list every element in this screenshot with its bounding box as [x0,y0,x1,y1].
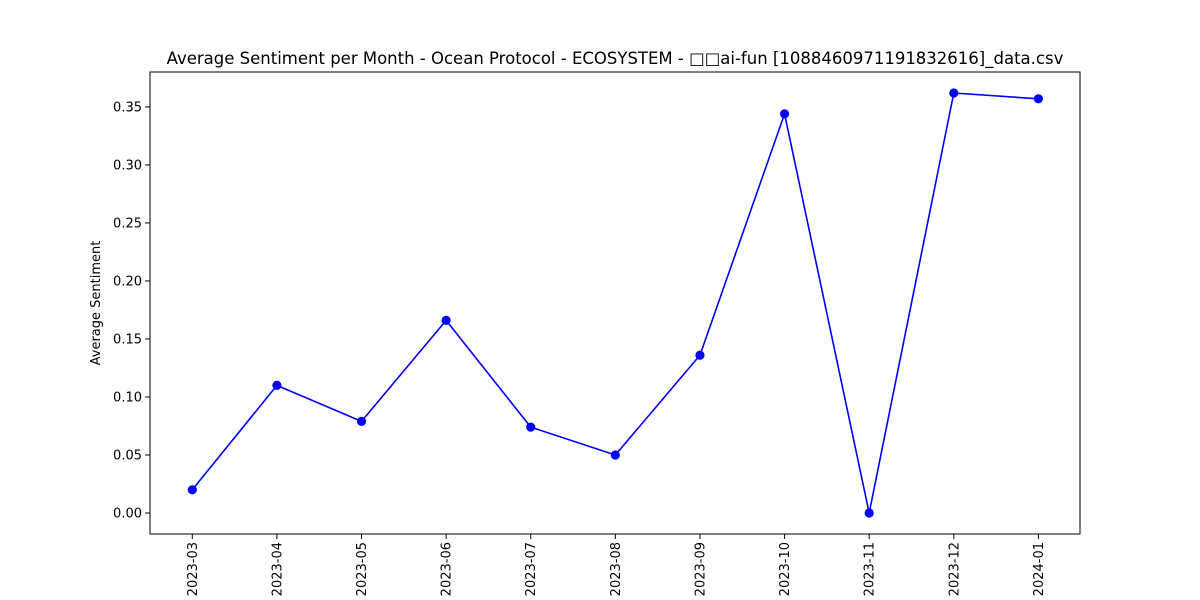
x-tick-label: 2023-09 [693,542,708,596]
y-tick-label: 0.00 [113,507,142,522]
y-tick-label: 0.20 [113,274,142,289]
x-tick-label: 2023-06 [440,542,455,596]
series-layer [187,88,1043,518]
x-tick-label: 2023-11 [863,542,878,596]
data-point [441,315,451,326]
x-tick-label: 2023-07 [524,542,539,596]
data-point [187,485,197,495]
x-tick-label: 2023-04 [270,542,285,596]
y-tick-label: 0.25 [113,216,142,231]
data-point [949,88,959,98]
data-point [695,350,705,360]
plot-frame [149,71,1081,535]
data-point [526,422,536,432]
y-tick-label: 0.35 [113,100,142,115]
y-tick-label: 0.10 [113,390,142,405]
data-point [610,450,620,460]
series-line [191,92,1039,514]
data-point [1033,94,1043,104]
y-tick-label: 0.30 [113,158,142,173]
chart-title: Average Sentiment per Month - Ocean Prot… [167,49,1064,69]
data-point [779,109,790,119]
data-point [864,508,874,518]
data-point [356,416,367,426]
x-tick-label: 2023-08 [609,542,624,596]
x-tick-label: 2023-12 [947,542,962,596]
data-point [272,380,282,390]
x-tick-label: 2023-10 [778,542,793,596]
x-tick-label: 2023-03 [186,542,201,596]
y-tick-label: 0.05 [113,448,142,463]
y-axis-label: Average Sentiment [89,241,104,366]
y-tick-label: 0.15 [113,332,142,347]
x-tick-label: 2024-01 [1032,542,1047,596]
x-tick-label: 2023-05 [355,542,370,596]
y-axis: 0.00 0.05 0.10 0.15 0.20 0.25 0.30 0.35 [113,100,150,522]
x-axis: 2023-03 2023-04 2023-05 2023-06 2023-07 2023-… [186,534,1047,596]
